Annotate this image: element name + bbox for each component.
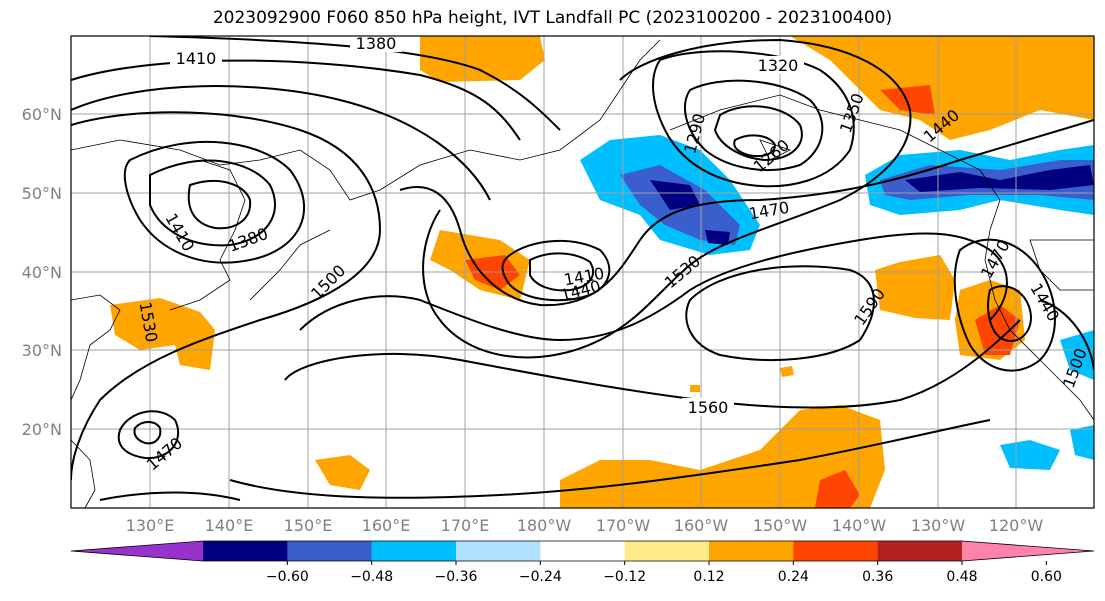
ivt-negative-shading: [580, 135, 1094, 470]
contour-label: 1410: [176, 49, 217, 68]
lon-label: 160°E: [362, 516, 411, 535]
colorbar-segment: [540, 541, 626, 561]
colorbar-segment: [456, 541, 541, 561]
colorbar-tick-label: 0.60: [1031, 569, 1062, 585]
colorbar-tick-label: −0.60: [266, 569, 309, 585]
contour-label: 1380: [356, 34, 397, 53]
lon-label: 170°W: [596, 516, 651, 535]
lat-label: 20°N: [22, 420, 62, 439]
lon-label: 180°W: [517, 516, 572, 535]
colorbar-extend-min: [71, 541, 203, 561]
lon-label: 170°E: [441, 516, 490, 535]
contour-label: 1560: [688, 398, 729, 417]
colorbar-tick-label: −0.48: [350, 569, 393, 585]
colorbar: −0.60 −0.48 −0.36 −0.24 −0.12 0.12 0.24 0.36 0.4…: [70, 540, 1095, 585]
lat-label: 30°N: [22, 341, 62, 360]
colorbar-segment: [287, 541, 373, 561]
lon-label: 130°E: [126, 516, 175, 535]
colorbar-tick-label: 0.24: [778, 569, 809, 585]
colorbar-segment: [877, 541, 963, 561]
colorbar-tick-label: −0.24: [519, 569, 562, 585]
colorbar-segment: [203, 541, 288, 561]
lon-label: 120°W: [989, 516, 1044, 535]
lon-label: 140°W: [832, 516, 887, 535]
lat-label: 40°N: [22, 263, 62, 282]
lon-label: 130°W: [911, 516, 966, 535]
colorbar-outline: [70, 540, 1095, 562]
contour-label: 1320: [758, 56, 799, 75]
colorbar-tick-label: 0.48: [946, 569, 977, 585]
colorbar-tick-label: 0.36: [862, 569, 893, 585]
colorbar-tick-label: −0.12: [603, 569, 646, 585]
lat-label: 50°N: [22, 184, 62, 203]
latitude-labels: 60°N 50°N 40°N 30°N 20°N: [22, 105, 62, 439]
colorbar-segment: [624, 541, 710, 561]
lon-label: 150°W: [753, 516, 808, 535]
lon-label: 150°E: [284, 516, 333, 535]
colorbar-segment: [371, 541, 457, 561]
colorbar-tick-label: −0.36: [435, 569, 478, 585]
colorbar-extend-max: [962, 541, 1094, 561]
map-title: 2023092900 F060 850 hPa height, IVT Land…: [212, 8, 893, 28]
ivt-positive-shading: [110, 36, 1094, 508]
colorbar-tick-label: 0.12: [693, 569, 724, 585]
colorbar-segment: [793, 541, 879, 561]
map-frame: [70, 35, 1095, 509]
longitude-labels: 130°E 140°E 150°E 160°E 170°E 180°W 170°…: [126, 516, 1044, 535]
colorbar-segment: [709, 541, 794, 561]
lon-label: 160°W: [674, 516, 729, 535]
lon-label: 140°E: [205, 516, 254, 535]
lat-label: 60°N: [22, 105, 62, 124]
height-contours: [71, 36, 1094, 501]
